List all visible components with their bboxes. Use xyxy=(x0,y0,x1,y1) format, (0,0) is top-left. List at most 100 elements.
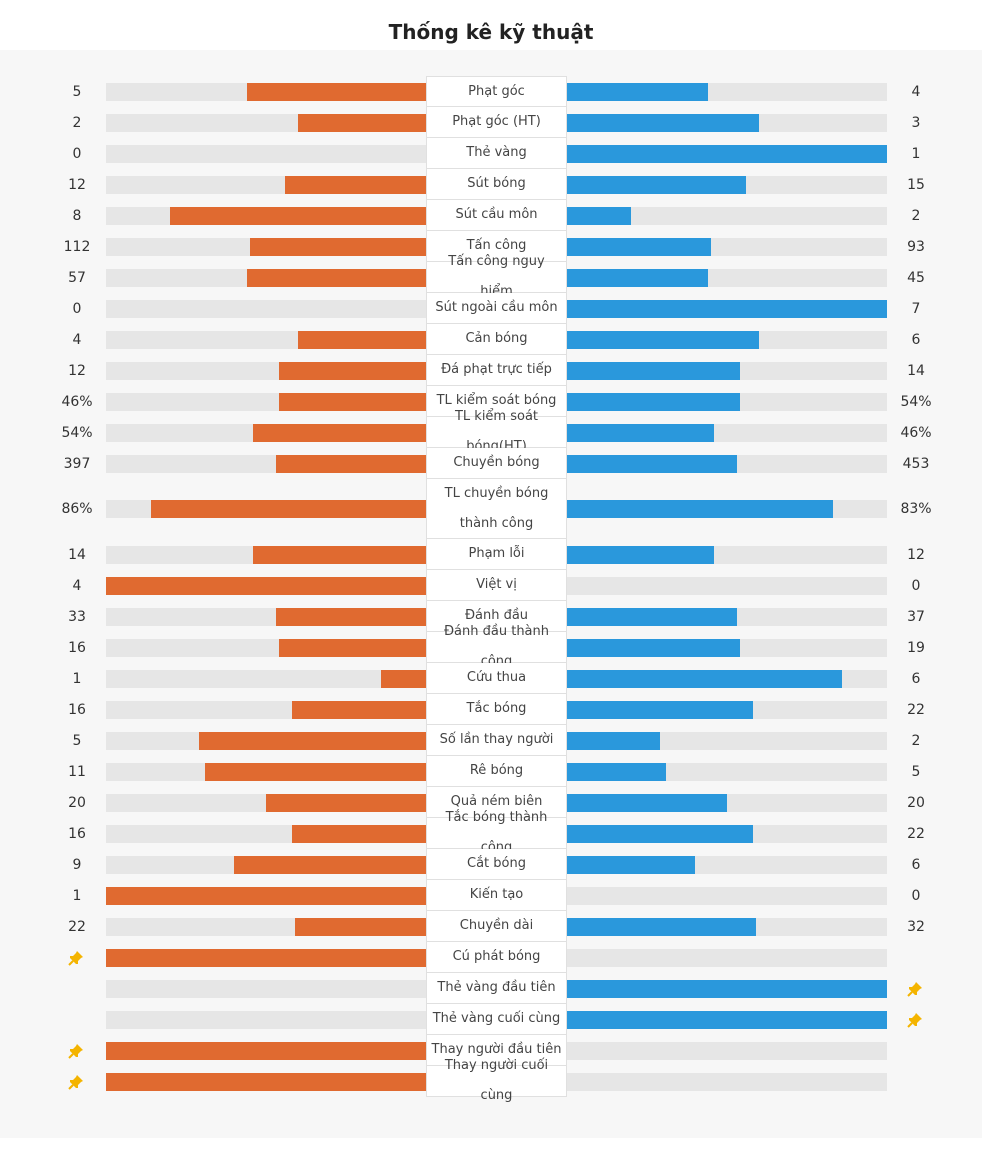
away-bar-track xyxy=(567,886,887,905)
stat-label: Sút cầu môn xyxy=(426,200,567,231)
away-bar-track xyxy=(567,545,887,564)
stat-label: TL kiểm soát bóng xyxy=(426,386,567,417)
away-bar xyxy=(567,113,759,132)
home-bar xyxy=(205,762,426,781)
away-bar-track xyxy=(567,423,887,442)
stat-label: Sút ngoài cầu môn xyxy=(426,293,567,324)
away-value: 6 xyxy=(911,856,921,873)
stat-label: Đá phạt trực tiếp xyxy=(426,355,567,386)
away-bar-track xyxy=(567,607,887,626)
stat-row: 12 Đá phạt trực tiếp 14 xyxy=(0,355,982,386)
away-bar-track xyxy=(567,175,887,194)
away-value: 20 xyxy=(907,794,925,811)
home-bar-track xyxy=(106,762,426,781)
away-bar xyxy=(567,1010,887,1029)
away-value: 7 xyxy=(911,300,921,317)
away-value: 93 xyxy=(907,238,925,255)
away-value: 0 xyxy=(911,887,921,904)
home-value: 8 xyxy=(72,207,82,224)
stat-row: 57 Tấn công nguy hiểm 45 xyxy=(0,254,982,299)
away-value: 0 xyxy=(911,577,921,594)
home-bar xyxy=(106,948,426,967)
home-bar-track xyxy=(106,917,426,936)
home-value: 5 xyxy=(72,732,82,749)
home-bar-track xyxy=(106,175,426,194)
stat-row: Thẻ vàng cuối cùng xyxy=(0,1004,982,1035)
home-bar xyxy=(106,886,426,905)
home-bar xyxy=(253,545,426,564)
home-value: 12 xyxy=(68,176,86,193)
stat-row: 8 Sút cầu môn 2 xyxy=(0,200,982,231)
away-bar-track xyxy=(567,392,887,411)
away-value: 5 xyxy=(911,763,921,780)
home-bar xyxy=(298,330,426,349)
home-bar xyxy=(285,175,426,194)
stat-row: 22 Chuyền dài 32 xyxy=(0,911,982,942)
home-bar-track xyxy=(106,237,426,256)
away-value: 45 xyxy=(907,269,925,286)
home-bar xyxy=(106,1041,426,1060)
home-value: 112 xyxy=(63,238,91,255)
home-bar xyxy=(276,454,426,473)
stat-label: Việt vị xyxy=(426,570,567,601)
away-bar xyxy=(567,361,740,380)
stat-row: 16 Đánh đầu thành công 19 xyxy=(0,624,982,669)
away-bar-track xyxy=(567,1072,887,1091)
home-value: 4 xyxy=(72,331,82,348)
away-bar xyxy=(567,500,833,518)
stat-label: Đánh đầu thành công xyxy=(426,624,567,669)
away-bar xyxy=(567,237,711,256)
home-value: 33 xyxy=(68,608,86,625)
stat-label: Quả ném biên xyxy=(426,787,567,818)
home-bar xyxy=(151,500,426,518)
stat-label: Số lần thay người xyxy=(426,725,567,756)
home-bar xyxy=(253,423,426,442)
home-bar xyxy=(266,793,426,812)
stat-label: Sút bóng xyxy=(426,169,567,200)
stat-row: 14 Phạm lỗi 12 xyxy=(0,539,982,570)
home-bar-track xyxy=(106,669,426,688)
home-bar-track xyxy=(106,1072,426,1091)
away-bar-track xyxy=(567,855,887,874)
home-bar-track xyxy=(106,979,426,998)
home-bar-track xyxy=(106,607,426,626)
away-bar xyxy=(567,855,695,874)
stat-label: Rê bóng xyxy=(426,756,567,787)
home-value: 2 xyxy=(72,114,82,131)
away-bar xyxy=(567,454,737,473)
away-bar xyxy=(567,423,714,442)
away-bar xyxy=(567,299,887,318)
pin-icon xyxy=(68,950,84,966)
away-bar xyxy=(567,82,708,101)
home-value: 16 xyxy=(68,701,86,718)
stat-label: Thẻ vàng đầu tiên xyxy=(426,973,567,1004)
home-bar-track xyxy=(106,855,426,874)
home-bar xyxy=(234,855,426,874)
home-bar-track xyxy=(106,886,426,905)
stat-row: 9 Cắt bóng 6 xyxy=(0,849,982,880)
stat-label: Tấn công xyxy=(426,231,567,262)
away-bar-track xyxy=(567,206,887,225)
away-bar xyxy=(567,793,727,812)
home-bar-track xyxy=(106,299,426,318)
away-value: 12 xyxy=(907,546,925,563)
home-value: 54% xyxy=(61,424,93,441)
home-bar xyxy=(295,917,426,936)
away-value: 83% xyxy=(900,501,932,517)
away-bar-track xyxy=(567,361,887,380)
stat-row: 4 Việt vị 0 xyxy=(0,570,982,601)
home-bar xyxy=(279,638,426,657)
away-bar xyxy=(567,545,714,564)
away-value: 54% xyxy=(900,393,932,410)
stat-label: Tắc bóng thành công xyxy=(426,810,567,855)
away-bar-track xyxy=(567,576,887,595)
home-bar-track xyxy=(106,576,426,595)
stat-row: 2 Phạt góc (HT) 3 xyxy=(0,107,982,138)
home-value: 5 xyxy=(72,83,82,100)
home-value: 397 xyxy=(63,455,91,472)
away-value: 22 xyxy=(907,701,925,718)
home-bar xyxy=(247,82,426,101)
away-bar xyxy=(567,669,842,688)
stat-row: 16 Tắc bóng thành công 22 xyxy=(0,810,982,855)
away-bar-track xyxy=(567,237,887,256)
